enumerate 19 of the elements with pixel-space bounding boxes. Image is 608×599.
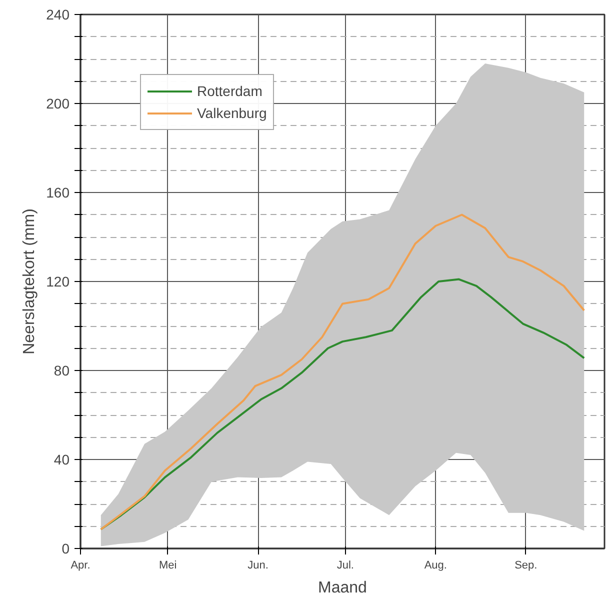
- y-tick-label: 160: [46, 184, 70, 200]
- x-axis-title: Maand: [318, 580, 367, 596]
- y-tick-label: 40: [54, 452, 70, 468]
- x-tick-label: Apr.: [70, 560, 90, 572]
- x-tick-label: Jul.: [336, 560, 354, 572]
- x-tick-label: Aug.: [424, 560, 447, 572]
- legend-label: Rotterdam: [197, 83, 262, 99]
- x-tick-label: Mei: [158, 560, 177, 572]
- x-tick-label: Sep.: [514, 560, 538, 572]
- y-tick-label: 200: [46, 96, 70, 112]
- x-tick-label: Jun.: [248, 560, 268, 572]
- y-tick-label: 80: [54, 362, 70, 378]
- y-tick-label: 120: [46, 274, 70, 290]
- line-series: [100, 214, 586, 530]
- y-tick-label: 0: [62, 540, 70, 556]
- y-axis-title: Neerslagtekort (mm): [21, 208, 38, 354]
- line-series: [100, 278, 586, 530]
- legend-label: Valkenburg: [197, 105, 267, 121]
- y-tick-label: 240: [46, 6, 70, 22]
